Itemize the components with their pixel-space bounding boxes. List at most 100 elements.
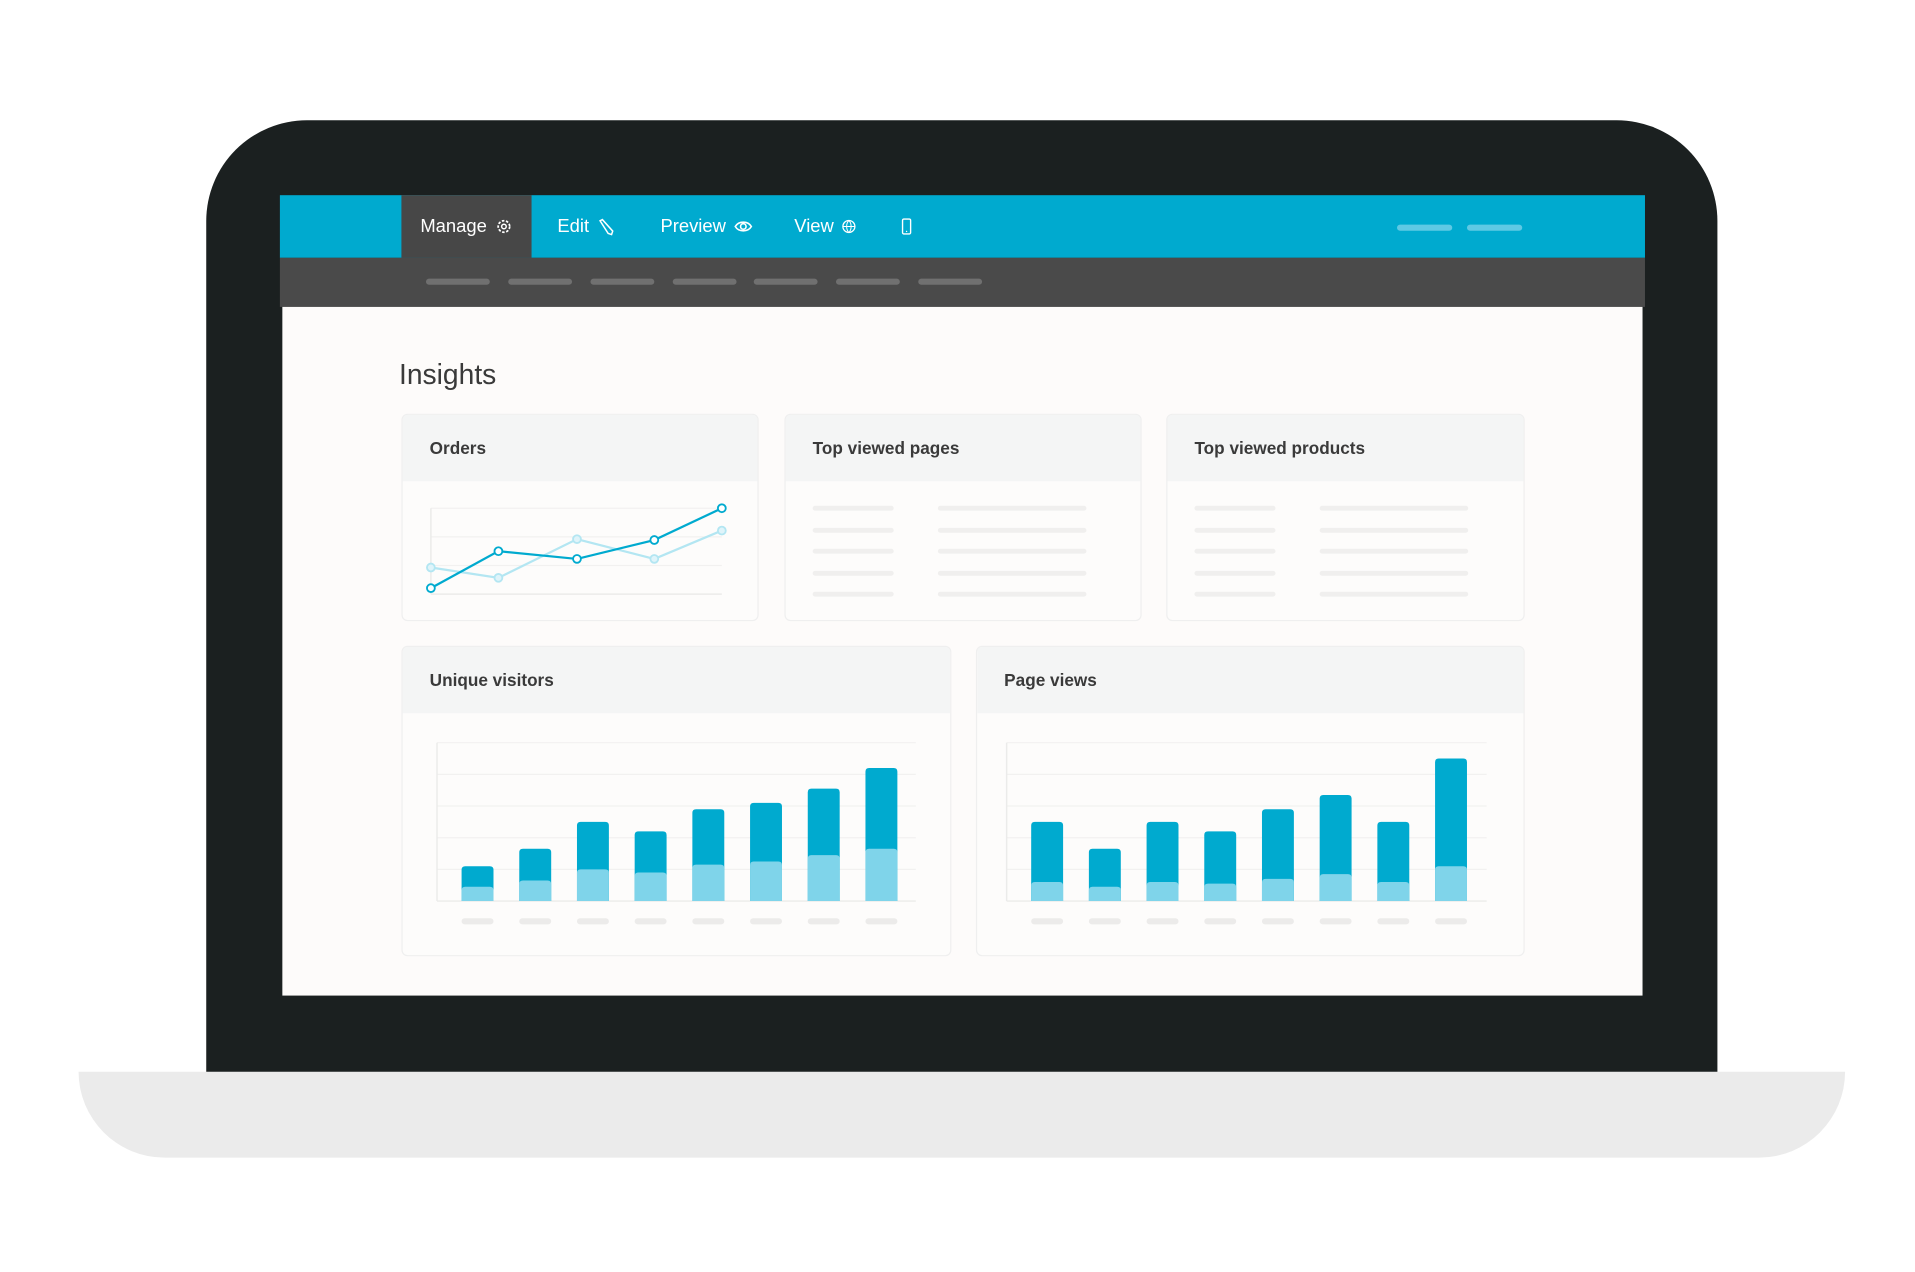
tab-preview[interactable]: Preview [660, 195, 754, 258]
bar-segment [1261, 878, 1294, 902]
data-point [493, 546, 504, 557]
placeholder-row [812, 570, 894, 576]
sub-nav-item[interactable] [508, 278, 573, 285]
tab-label: Manage [420, 216, 487, 237]
x-tick-label-placeholder [519, 918, 552, 925]
placeholder-row [1194, 527, 1276, 533]
tab-label: Preview [660, 216, 726, 237]
data-point [572, 534, 582, 545]
card-title: Top viewed pages [785, 414, 1141, 482]
x-tick-label-placeholder [1088, 918, 1121, 925]
x-tick-label-placeholder [1204, 918, 1237, 925]
placeholder-row [937, 591, 1087, 597]
x-tick-label-placeholder [576, 918, 609, 925]
x-tick-label-placeholder [1435, 918, 1467, 925]
placeholder-row [1319, 527, 1469, 533]
card-title: Page views [977, 646, 1524, 714]
placeholder-row [1194, 570, 1276, 576]
bar-segment [1031, 882, 1064, 902]
tab-edit[interactable]: Edit [557, 195, 615, 258]
tab-manage[interactable]: Manage [401, 195, 532, 258]
placeholder-row [1319, 548, 1469, 554]
bar-segment [1146, 882, 1179, 902]
globe-icon [842, 219, 856, 234]
data-point [493, 572, 504, 583]
card-title: Orders [402, 414, 758, 482]
tab-label: Edit [557, 216, 590, 237]
sub-nav-item[interactable] [672, 278, 737, 285]
placeholder-row [937, 505, 1087, 511]
bar-segment [1319, 874, 1352, 902]
data-point [572, 554, 582, 564]
bar-segment [519, 880, 552, 902]
placeholder-link[interactable] [1466, 224, 1523, 231]
bar-segment [1377, 882, 1410, 902]
placeholder-row [1319, 505, 1469, 511]
placeholder-row [937, 527, 1087, 533]
sub-nav-item[interactable] [835, 278, 900, 285]
eye-icon [734, 221, 753, 232]
x-tick-label-placeholder [865, 918, 898, 925]
page-views-card: Page views [975, 645, 1525, 957]
bar-segment [1261, 809, 1294, 902]
bar-segment [634, 872, 667, 902]
placeholder-row [1319, 591, 1469, 597]
placeholder-link[interactable] [1397, 224, 1453, 231]
laptop-base [78, 1071, 1846, 1158]
mobile-icon [901, 218, 912, 235]
bar-segment [1031, 821, 1064, 902]
bar-segment [1435, 758, 1467, 902]
data-point [716, 503, 727, 514]
bar-segment [1377, 821, 1410, 902]
card-title: Top viewed products [1167, 414, 1524, 482]
top-nav-bar: Manage Edit Preview View [279, 195, 1645, 258]
orders-line-chart [426, 503, 727, 595]
bar-segment [1204, 883, 1237, 902]
pencil-icon [598, 218, 614, 236]
placeholder-row [1319, 570, 1469, 576]
tab-view[interactable]: View [794, 195, 857, 258]
bar-segment [807, 855, 840, 902]
x-tick-label-placeholder [1031, 918, 1064, 925]
sub-nav-item[interactable] [425, 278, 490, 285]
orders-card: Orders [401, 413, 759, 622]
bar-segment [1146, 821, 1179, 902]
bar-segment [461, 886, 494, 902]
sub-nav-item[interactable] [590, 278, 655, 285]
x-tick-label-placeholder [634, 918, 667, 925]
bar-segment [1435, 866, 1467, 902]
unique-visitors-bar-chart [436, 742, 916, 925]
top-products-card: Top viewed products [1166, 413, 1525, 622]
gear-icon [496, 219, 511, 234]
x-tick-label-placeholder [807, 918, 840, 925]
x-tick-label-placeholder [1146, 918, 1179, 925]
x-tick-label-placeholder [1319, 918, 1352, 925]
sub-nav-bar [279, 257, 1645, 307]
bar-segment [692, 864, 725, 902]
placeholder-row [812, 548, 894, 554]
x-tick-label-placeholder [750, 918, 782, 925]
x-tick-label-placeholder [1377, 918, 1410, 925]
x-tick-label-placeholder [1261, 918, 1294, 925]
placeholder-row [812, 591, 894, 597]
data-point [649, 535, 660, 545]
placeholder-row [1194, 591, 1276, 597]
bar-segment [576, 869, 609, 902]
placeholder-row [812, 505, 894, 511]
bar-segment [865, 848, 898, 902]
page-views-bar-chart [1005, 742, 1487, 925]
page-title: Insights [398, 358, 497, 391]
placeholder-row [1194, 548, 1276, 554]
tab-mobile[interactable] [897, 195, 915, 258]
placeholder-row [1194, 505, 1276, 511]
data-point [426, 562, 436, 573]
placeholder-row [937, 548, 1087, 554]
sub-nav-item[interactable] [753, 278, 818, 285]
x-tick-label-placeholder [692, 918, 725, 925]
bar-segment [750, 861, 782, 902]
bar-segment [1088, 886, 1121, 902]
data-point [426, 583, 436, 593]
unique-visitors-card: Unique visitors [401, 645, 952, 957]
data-point [649, 554, 660, 564]
sub-nav-item[interactable] [918, 278, 983, 285]
